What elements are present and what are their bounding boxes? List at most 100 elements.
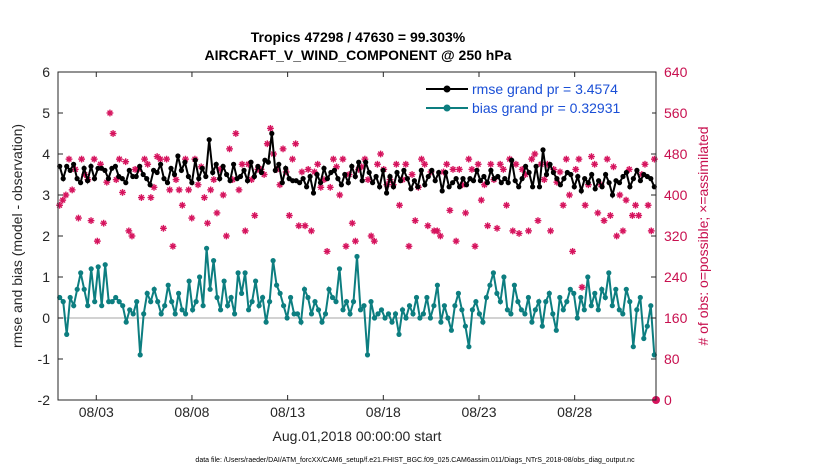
- bias-point: [347, 311, 353, 317]
- obs-count-point: [210, 176, 218, 184]
- rmse-point: [502, 176, 508, 182]
- rmse-point: [516, 184, 522, 190]
- obs-count-point: [433, 227, 441, 235]
- obs-count-point: [528, 155, 536, 163]
- bias-point: [595, 307, 601, 313]
- bias-point: [197, 274, 203, 280]
- rmse-point: [404, 176, 410, 182]
- bias-point: [497, 299, 503, 305]
- bias-point: [637, 294, 643, 301]
- bias-point: [322, 311, 329, 317]
- rmse-point: [338, 182, 344, 188]
- rmse-point: [620, 173, 626, 180]
- rmse-point: [154, 169, 160, 176]
- bias-point: [508, 311, 514, 317]
- bias-point: [410, 311, 416, 317]
- bias-point: [246, 307, 252, 313]
- obs-count-point: [446, 206, 454, 214]
- rmse-point: [390, 184, 397, 190]
- obs-count-point: [128, 232, 136, 240]
- bias-point: [364, 352, 371, 358]
- bias-point: [253, 278, 259, 284]
- obs-count-point: [125, 227, 133, 235]
- rmse-point: [272, 167, 278, 173]
- rmse-point: [557, 182, 564, 188]
- obs-count-point: [169, 242, 177, 250]
- bias-point: [406, 303, 413, 309]
- rmse-point: [349, 163, 355, 169]
- obs-count-point: [594, 209, 602, 217]
- obs-count-point: [115, 155, 123, 163]
- rmse-point: [432, 178, 438, 184]
- obs-count-point: [166, 186, 174, 194]
- obs-count-point: [405, 242, 413, 250]
- rmse-point: [384, 190, 390, 196]
- rmse-point: [144, 176, 150, 182]
- bias-point: [301, 286, 308, 292]
- bias-point: [315, 307, 322, 313]
- bias-series: [57, 245, 657, 358]
- bias-point: [130, 311, 136, 317]
- bias-point: [326, 286, 332, 292]
- rmse-point: [85, 178, 91, 184]
- bias-point: [270, 258, 276, 264]
- obs-count-point: [241, 227, 249, 235]
- rmse-point: [498, 180, 504, 186]
- bias-point: [462, 323, 468, 329]
- bias-point: [340, 307, 346, 313]
- bias-point: [599, 286, 605, 292]
- bias-point: [522, 311, 528, 317]
- obs-count-point: [402, 160, 410, 168]
- bias-point: [274, 282, 280, 288]
- bias-point: [294, 311, 301, 317]
- obs-count-point: [534, 217, 542, 225]
- left-tick-label: 0: [42, 310, 50, 326]
- rmse-point: [196, 176, 202, 182]
- rmse-point: [512, 178, 518, 184]
- rmse-point: [307, 173, 313, 180]
- obs-count-point: [465, 155, 473, 163]
- rmse-point: [342, 171, 348, 178]
- x-tick-label: 08/08: [174, 404, 209, 420]
- left-tick-label: -1: [38, 351, 51, 367]
- obs-count-point: [93, 237, 101, 245]
- left-tick-label: 5: [42, 105, 50, 121]
- bias-point: [574, 315, 580, 321]
- right-tick-label: 640: [664, 64, 688, 80]
- rmse-point: [182, 159, 188, 165]
- obs-count-point: [352, 237, 359, 245]
- obs-count-point: [175, 186, 183, 194]
- obs-count-point: [100, 219, 108, 227]
- rmse-point: [119, 176, 125, 182]
- rmse-point: [509, 157, 515, 163]
- rmse-point: [578, 188, 584, 194]
- bias-point: [169, 299, 175, 305]
- bias-point: [543, 299, 549, 305]
- bias-point: [438, 319, 444, 325]
- rmse-point: [418, 167, 424, 173]
- y-axis-label: rmse and bias (model - observation): [9, 124, 25, 348]
- obs-count-point: [75, 214, 82, 222]
- obs-count-point: [370, 237, 378, 245]
- obs-count-point: [632, 201, 639, 209]
- bias-point: [134, 299, 140, 305]
- bias-point: [585, 274, 591, 280]
- right-tick-label: 160: [664, 310, 688, 326]
- bias-point: [148, 299, 154, 305]
- obs-count-point: [591, 160, 599, 168]
- bias-point: [413, 294, 420, 301]
- obs-count-point: [251, 212, 259, 219]
- bias-point: [588, 303, 594, 309]
- bias-point: [518, 307, 525, 313]
- obs-count-point: [471, 242, 479, 250]
- bias-point: [529, 319, 535, 325]
- bias-point: [357, 307, 364, 313]
- obs-count-point: [578, 283, 586, 291]
- obs-count-point: [600, 217, 608, 225]
- rmse-series: [57, 130, 657, 199]
- rmse-point: [550, 169, 557, 176]
- bias-point: [95, 264, 101, 270]
- x-tick-label: 08/18: [366, 404, 401, 420]
- rmse-point: [366, 169, 372, 176]
- bias-point: [221, 278, 227, 284]
